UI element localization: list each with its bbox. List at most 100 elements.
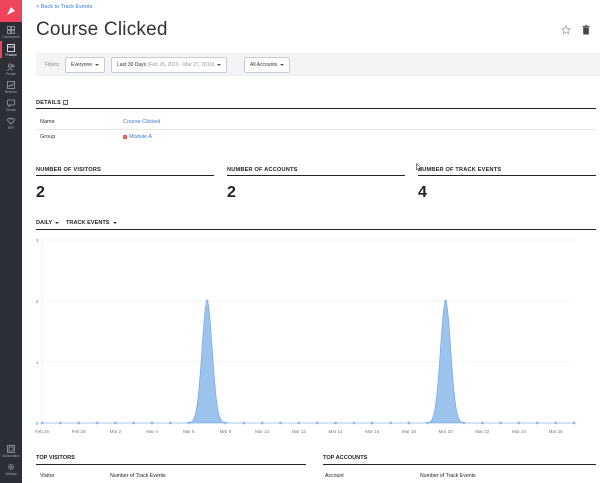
sidebar-item-settings[interactable]: Settings: [0, 463, 22, 480]
sidebar-item-label: Product: [5, 53, 17, 57]
date-range-dropdown[interactable]: Last 30 Days (Feb 26, 2019 - Mar 27, 201…: [111, 57, 228, 73]
x-tick-label: Mar 12: [292, 429, 307, 434]
data-point: [58, 421, 62, 425]
y-tick-label: 2: [36, 299, 39, 304]
details-heading-text: DETAILS: [36, 100, 61, 106]
sidebar-item-subscription[interactable]: Subscription: [0, 445, 22, 462]
main-content: < Back to Track Events Course Clicked Fi…: [22, 0, 600, 483]
detail-key-group: Group: [40, 134, 56, 140]
interval-dropdown[interactable]: DAILY: [36, 220, 60, 226]
sidebar-item-dashboards[interactable]: Dashboards: [0, 26, 22, 43]
chevron-down-icon: [95, 63, 100, 66]
sidebar-item-label: NPS: [7, 126, 15, 130]
data-point: [517, 421, 521, 425]
back-link[interactable]: < Back to Track Events: [36, 4, 93, 10]
data-point: [389, 421, 392, 425]
sidebar-item-label: Guides: [5, 108, 17, 112]
details-rule: [36, 108, 596, 109]
data-point: [554, 421, 558, 425]
sidebar-item-label: Behavior: [4, 90, 18, 94]
top-visitors-heading: TOP VISITORS: [36, 455, 75, 461]
star-icon[interactable]: [561, 25, 571, 35]
data-point: [352, 421, 356, 425]
accounts-value: All Accounts: [250, 62, 278, 68]
x-tick-label: Mar 8: [220, 429, 232, 434]
y-tick-label: 0: [36, 421, 39, 426]
x-tick-label: Mar 24: [512, 429, 527, 434]
data-point: [77, 421, 81, 425]
app-logo[interactable]: [0, 0, 22, 22]
data-point: [370, 421, 374, 425]
col-visitor-track-events[interactable]: Number of Track Events: [110, 473, 166, 479]
col-visitor[interactable]: Visitor: [40, 473, 55, 479]
metric-value-visitors: 2: [36, 184, 45, 201]
data-point: [242, 421, 246, 425]
chevron-down-icon: [112, 221, 117, 224]
measure-value: TRACK EVENTS: [66, 220, 110, 226]
filters-label: Filters:: [45, 62, 60, 68]
sidebar-item-nps[interactable]: NPS: [0, 117, 22, 134]
grid-icon: [7, 26, 15, 34]
metric-value-accounts: 2: [227, 184, 236, 201]
interval-value: DAILY: [36, 220, 53, 226]
x-tick-label: Mar 6: [183, 429, 195, 434]
product-icon: [7, 44, 15, 52]
x-tick-label: Mar 16: [365, 429, 380, 434]
data-point: [260, 421, 264, 425]
col-account-track-events[interactable]: Number of Track Events: [420, 473, 476, 479]
metric-rule: [227, 175, 405, 176]
group-name: Module A: [129, 134, 152, 140]
sidebar-item-label: Settings: [5, 472, 17, 476]
collapse-toggle-icon[interactable]: -: [62, 100, 68, 106]
detail-value-group[interactable]: Module A: [123, 134, 152, 140]
behavior-icon: [7, 81, 15, 89]
segment-dropdown[interactable]: Everyone: [65, 57, 106, 73]
data-point: [462, 421, 466, 425]
data-point: [480, 421, 484, 425]
track-events-chart: 0 1 2 3 Feb 26 Feb 28 Mar 2 Mar 4 Mar 6 Mar 8 Mar …: [35, 238, 576, 434]
sidebar-item-guides[interactable]: Guides: [0, 99, 22, 116]
data-point: [572, 421, 576, 425]
accounts-dropdown[interactable]: All Accounts: [244, 57, 291, 73]
sidebar-item-label: People: [6, 72, 16, 76]
chevron-down-icon: [280, 63, 285, 66]
top-visitors-rule: [36, 464, 306, 465]
chevron-down-icon: [217, 63, 222, 66]
group-color-swatch: [123, 134, 127, 139]
data-point: [315, 421, 319, 425]
data-point: [169, 421, 172, 425]
gear-icon: [8, 464, 14, 470]
metric-value-track-events: 4: [418, 184, 427, 201]
x-tick-label: Mar 18: [402, 429, 417, 434]
sidebar: Dashboards Product People Behavior Guide…: [0, 0, 22, 483]
heart-icon: [7, 117, 15, 125]
sidebar-item-behavior[interactable]: Behavior: [0, 81, 22, 98]
date-range-detail: (Feb 26, 2019 - Mar 27, 2019): [147, 62, 215, 68]
detail-value-name: Course Clicked: [123, 119, 161, 125]
trash-icon[interactable]: [582, 25, 590, 35]
data-point: [205, 299, 209, 303]
logo-icon: [7, 7, 15, 15]
filter-bar: Filters: Everyone Last 30 Days (Feb 26, …: [36, 53, 600, 76]
x-tick-label: Mar 10: [255, 429, 270, 434]
details-heading[interactable]: DETAILS -: [36, 100, 68, 106]
x-tick-label: Mar 2: [110, 429, 122, 434]
data-point: [95, 421, 99, 425]
sidebar-item-product[interactable]: Product: [0, 44, 22, 61]
measure-dropdown[interactable]: TRACK EVENTS: [66, 220, 117, 226]
x-tick-label: Mar 26: [549, 429, 564, 434]
x-tick-label: Mar 22: [475, 429, 490, 434]
col-account[interactable]: Account: [325, 473, 344, 479]
y-tick-label: 3: [36, 238, 39, 243]
sidebar-active-indicator: [0, 41, 2, 58]
top-accounts-heading: TOP ACCOUNTS: [323, 455, 368, 461]
data-point: [224, 421, 227, 425]
sidebar-item-label: Subscription: [2, 454, 20, 458]
subscription-icon: [7, 445, 15, 453]
metric-rule: [36, 175, 214, 176]
y-tick-label: 1: [36, 360, 39, 365]
data-point: [425, 421, 429, 425]
x-tick-label: Feb 26: [35, 429, 50, 434]
sidebar-item-people[interactable]: People: [0, 63, 22, 80]
date-range-label: Last 30 Days: [117, 62, 147, 68]
